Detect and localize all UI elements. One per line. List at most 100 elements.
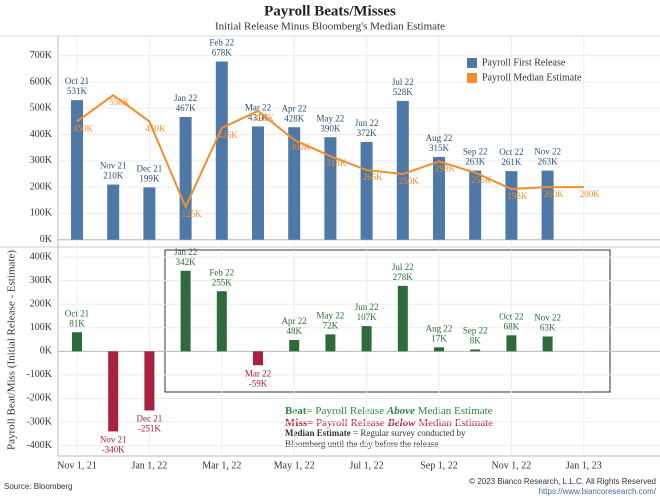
x-tick-label: Sep 1, 22 bbox=[420, 460, 458, 471]
bar bbox=[470, 349, 481, 352]
bar-value-label: 210K bbox=[103, 171, 124, 181]
line-value-label: 200K bbox=[544, 189, 565, 199]
bar-value-label: 107K bbox=[357, 312, 378, 322]
line-value-label: 193K bbox=[507, 191, 528, 201]
line-value-label: 200K bbox=[580, 189, 601, 199]
line-value-label: 265K bbox=[363, 172, 384, 182]
bar bbox=[506, 335, 517, 352]
bar bbox=[434, 347, 444, 352]
bar-value-label: 428K bbox=[284, 113, 305, 123]
bar-value-label: -251K bbox=[138, 424, 161, 434]
line-value-label: 450K bbox=[145, 124, 166, 134]
bar-value-label: 63K bbox=[540, 323, 556, 333]
bar-category-label: Sep 22 bbox=[463, 325, 488, 335]
bar bbox=[179, 116, 192, 240]
bar-category-label: Jul 22 bbox=[392, 262, 414, 272]
bar bbox=[396, 100, 409, 240]
bar bbox=[107, 184, 120, 240]
y-tick-label: 600K bbox=[30, 76, 53, 87]
bar bbox=[144, 351, 155, 411]
y-tick-label: 0K bbox=[40, 234, 53, 245]
line-value-label: 255K bbox=[471, 175, 492, 185]
y-tick-label: 200K bbox=[30, 298, 53, 309]
bar-category-label: Mar 22 bbox=[245, 102, 271, 112]
bar-value-label: 531K bbox=[67, 86, 88, 96]
line-value-label: 318K bbox=[326, 158, 347, 168]
bar-value-label: 390K bbox=[320, 123, 341, 133]
bar-category-label: Apr 22 bbox=[282, 316, 307, 326]
bar bbox=[180, 270, 191, 352]
bar bbox=[108, 351, 119, 432]
x-tick-label: Jan 1, 22 bbox=[131, 460, 167, 471]
bar-category-label: Nov 21 bbox=[100, 161, 127, 171]
beat-text: = Payroll Release bbox=[306, 405, 386, 417]
bar-category-label: Oct 21 bbox=[65, 76, 89, 86]
y-tick-label: 0K bbox=[40, 346, 53, 357]
bar-value-label: 17K bbox=[431, 333, 447, 343]
bar bbox=[215, 61, 228, 240]
y-tick-label: 300K bbox=[30, 275, 53, 286]
bar-value-label: 342K bbox=[176, 257, 197, 267]
bar-value-label: -340K bbox=[102, 444, 125, 454]
note-annotation: Bloomberg until the day before the relea… bbox=[285, 439, 438, 449]
y-tick-label: 700K bbox=[30, 50, 53, 61]
bar-category-label: Jun 22 bbox=[355, 302, 379, 312]
line-value-label: 298K bbox=[435, 163, 456, 173]
beat-annotation: Beat= Payroll Release Above Median Estim… bbox=[285, 405, 493, 417]
line-value-label: 125K bbox=[182, 209, 203, 219]
bar-value-label: 8K bbox=[470, 335, 482, 345]
bar-category-label: Oct 22 bbox=[499, 311, 523, 321]
bar-category-label: Oct 22 bbox=[499, 147, 523, 157]
bar-category-label: Oct 21 bbox=[65, 308, 89, 318]
bar bbox=[324, 137, 337, 240]
bar bbox=[289, 340, 300, 352]
x-tick-label: Nov 1, 21 bbox=[57, 460, 97, 471]
legend-swatch bbox=[467, 58, 477, 68]
bar bbox=[360, 141, 373, 240]
bar-category-label: May 22 bbox=[317, 113, 345, 123]
y-tick-label: 100K bbox=[30, 322, 53, 333]
bar bbox=[253, 351, 263, 366]
bar-value-label: 528K bbox=[393, 87, 414, 97]
bar bbox=[469, 170, 482, 240]
bar-value-label: 199K bbox=[139, 173, 160, 183]
copyright: © 2023 Bianco Research, L.L.C. All Right… bbox=[469, 477, 656, 486]
highlight-box bbox=[164, 249, 611, 393]
bar-value-label: 467K bbox=[176, 103, 197, 113]
miss-word: Miss bbox=[285, 417, 308, 429]
note-text: = Regular survey conducted by bbox=[351, 428, 466, 438]
bar bbox=[542, 336, 553, 352]
bar-category-label: Feb 22 bbox=[209, 38, 234, 48]
url[interactable]: https://www.biancoresearch.com/ bbox=[539, 487, 657, 496]
bar bbox=[72, 332, 82, 352]
y-tick-label: -200K bbox=[26, 393, 52, 404]
bar bbox=[433, 156, 445, 240]
bar-category-label: Feb 22 bbox=[209, 267, 234, 277]
y-tick-label: 400K bbox=[30, 251, 53, 262]
legend-label: Payroll First Release bbox=[482, 57, 566, 68]
bar-value-label: 261K bbox=[501, 157, 522, 167]
line-value-label: 450K bbox=[73, 124, 94, 134]
bar-value-label: 255K bbox=[212, 277, 233, 287]
bar bbox=[252, 126, 264, 240]
legend-swatch bbox=[467, 73, 477, 83]
note-annotation: Median Estimate = Regular survey conduct… bbox=[285, 428, 466, 438]
y-tick-label: -100K bbox=[26, 369, 52, 380]
source: Source: Bloomberg bbox=[4, 482, 72, 491]
bar-category-label: Jan 22 bbox=[174, 93, 197, 103]
bar-value-label: 678K bbox=[212, 48, 233, 58]
bar-category-label: Apr 22 bbox=[282, 103, 307, 113]
bar-category-label: Aug 22 bbox=[426, 133, 453, 143]
y-tick-label: 300K bbox=[30, 155, 53, 166]
bar-category-label: Dec 21 bbox=[137, 163, 163, 173]
bar-category-label: Aug 22 bbox=[426, 323, 453, 333]
beat-word: Beat bbox=[285, 405, 307, 417]
bar-category-label: Mar 22 bbox=[245, 368, 271, 378]
bar bbox=[71, 100, 83, 240]
bar-value-label: 263K bbox=[538, 157, 559, 167]
y-tick-label: 200K bbox=[30, 181, 53, 192]
bar-value-label: 48K bbox=[286, 326, 302, 336]
bar-category-label: Nov 21 bbox=[100, 434, 127, 444]
x-tick-label: Jan 1, 23 bbox=[566, 460, 602, 471]
